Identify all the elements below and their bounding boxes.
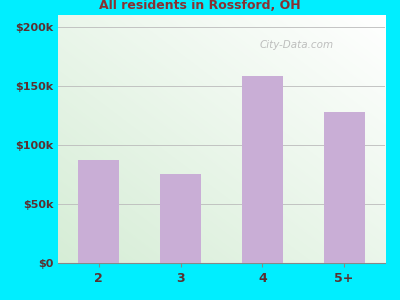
Bar	[242, 76, 283, 263]
Bar	[324, 112, 364, 263]
Text: All residents in Rossford, OH: All residents in Rossford, OH	[99, 0, 301, 12]
Text: City-Data.com: City-Data.com	[260, 40, 334, 50]
Bar	[78, 160, 119, 263]
Bar	[160, 174, 201, 263]
